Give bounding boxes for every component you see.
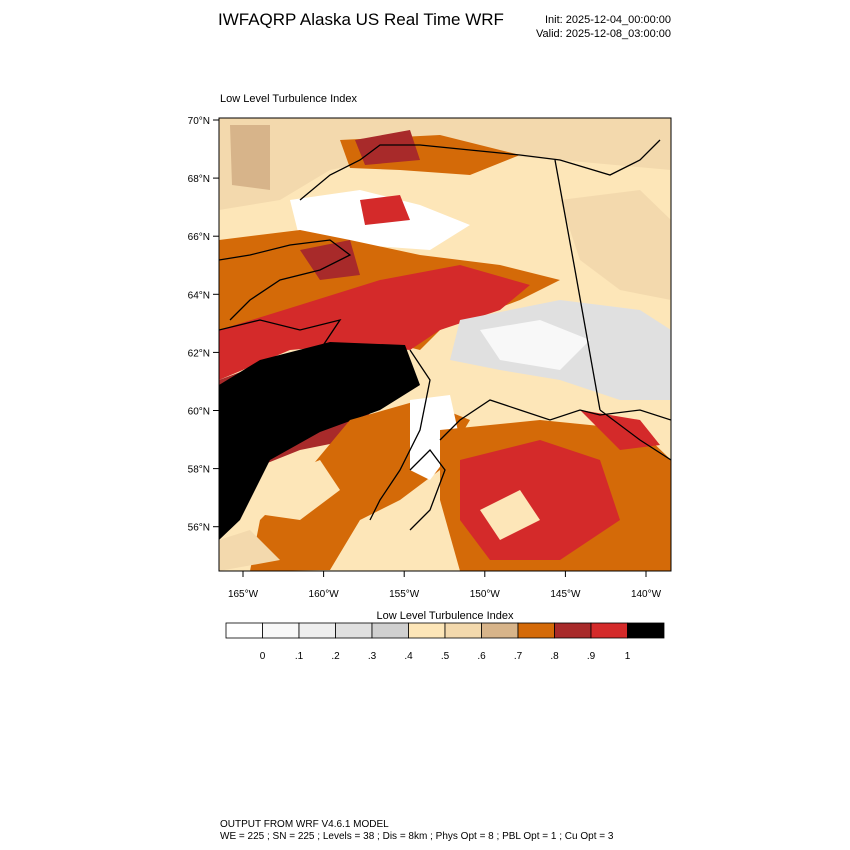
colorbar-box xyxy=(517,622,555,639)
footer-line: OUTPUT FROM WRF V4.6.1 MODEL xyxy=(220,819,389,830)
colorbar-box xyxy=(262,622,300,639)
panel-title: Low Level Turbulence Index xyxy=(220,93,357,105)
lon-label: 150°W xyxy=(470,589,501,600)
coastlines xyxy=(219,139,671,531)
colorbar-box xyxy=(627,622,665,639)
colorbar-label: .6 xyxy=(477,651,486,662)
footer-line: WE = 225 ; SN = 225 ; Levels = 38 ; Dis … xyxy=(220,831,614,842)
lat-label: 58°N xyxy=(188,465,210,476)
lat-label: 66°N xyxy=(188,232,210,243)
lat-label: 68°N xyxy=(188,174,210,185)
lat-label: 64°N xyxy=(188,290,210,301)
colorbar-label: .3 xyxy=(368,651,377,662)
colorbar-label: .5 xyxy=(441,651,450,662)
colorbar-box xyxy=(408,622,446,639)
lat-label: 62°N xyxy=(188,348,210,359)
colorbar-label: .2 xyxy=(331,651,340,662)
lat-label: 56°N xyxy=(188,523,210,534)
colorbar-label: .9 xyxy=(587,651,596,662)
lon-label: 140°W xyxy=(631,589,662,600)
colorbar-label: .8 xyxy=(550,651,559,662)
map-field xyxy=(219,118,671,571)
colorbar-label: .1 xyxy=(295,651,304,662)
map-frame xyxy=(218,117,672,572)
colorbar-label: 1 xyxy=(625,651,631,662)
colorbar-box xyxy=(371,622,409,639)
lat-label: 70°N xyxy=(188,116,210,127)
lon-label: 160°W xyxy=(309,589,340,600)
colorbar-label: .4 xyxy=(404,651,413,662)
colorbar-box xyxy=(554,622,592,639)
colorbar-box xyxy=(444,622,482,639)
title: IWFAQRP Alaska US Real Time WRF xyxy=(218,10,504,29)
lat-label: 60°N xyxy=(188,407,210,418)
colorbar-box xyxy=(298,622,336,639)
colorbar-label: 0 xyxy=(260,651,266,662)
colorbar-box xyxy=(335,622,373,639)
colorbar-box xyxy=(225,622,263,639)
colorbar-title: Low Level Turbulence Index xyxy=(377,610,514,622)
colorbar-box xyxy=(590,622,628,639)
valid-time: Valid: 2025-12-08_03:00:00 xyxy=(536,28,671,40)
init-time: Init: 2025-12-04_00:00:00 xyxy=(545,14,671,26)
lon-label: 155°W xyxy=(389,589,420,600)
colorbar-label: .7 xyxy=(514,651,523,662)
lon-label: 145°W xyxy=(550,589,581,600)
colorbar-box xyxy=(481,622,519,639)
lon-label: 165°W xyxy=(228,589,259,600)
